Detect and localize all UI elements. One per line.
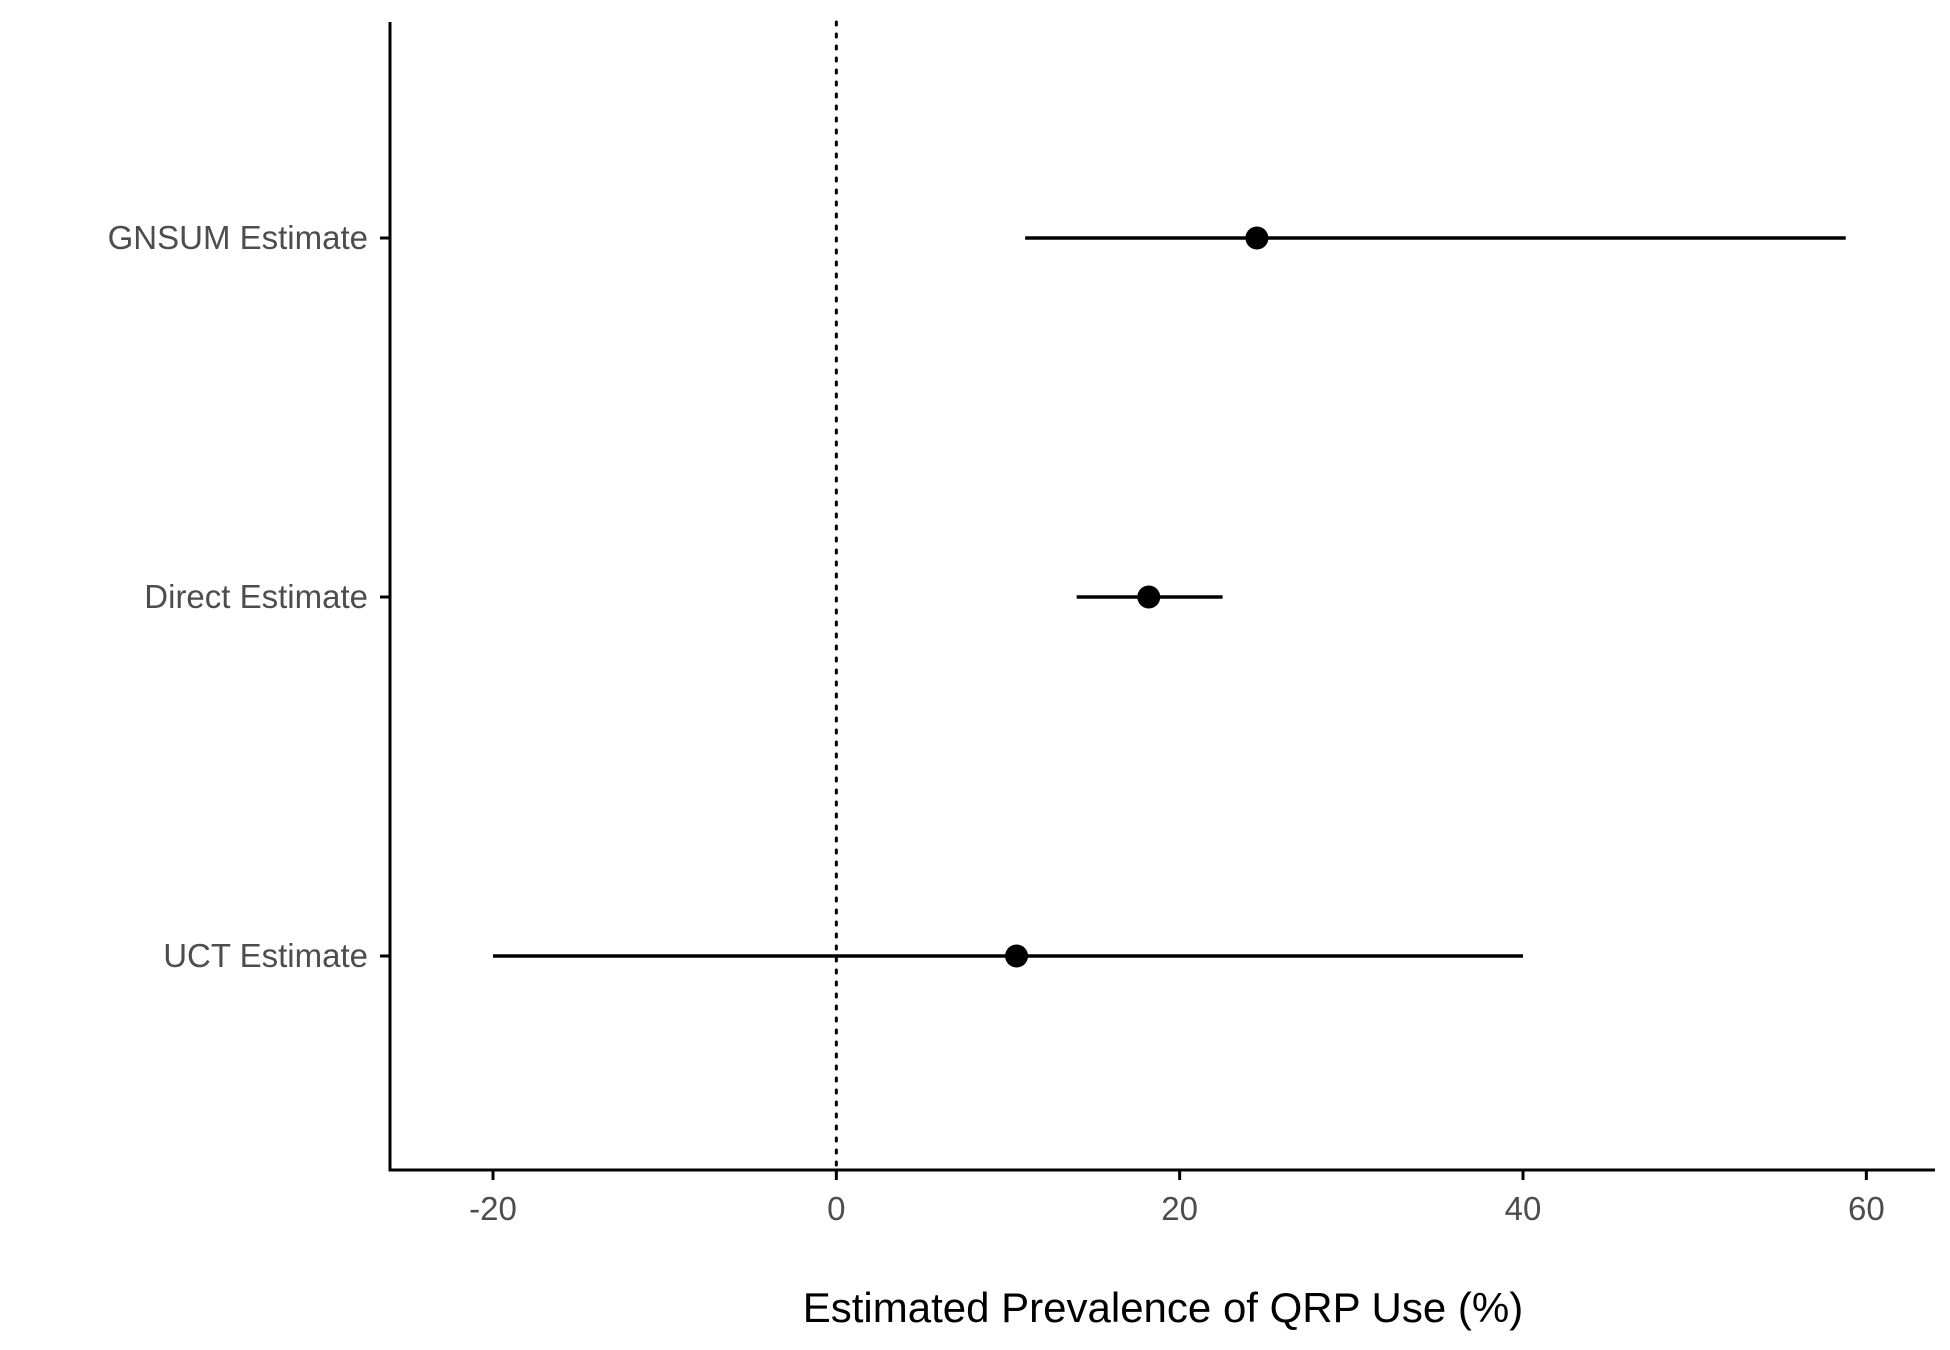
point-estimate-marker <box>1005 944 1029 968</box>
y-tick-label: UCT Estimate <box>163 937 368 974</box>
y-axis: GNSUM Estimate Direct Estimate UCT Estimat… <box>108 22 392 1172</box>
x-tick-label: 40 <box>1505 1190 1542 1227</box>
x-axis: -20 0 20 40 60 <box>388 1168 1935 1227</box>
point-estimate-marker <box>1245 226 1269 250</box>
x-tick-label: 0 <box>827 1190 845 1227</box>
estimates-series <box>493 226 1846 968</box>
x-axis-title: Estimated Prevalence of QRP Use (%) <box>803 1284 1524 1331</box>
x-tick-label: -20 <box>469 1190 517 1227</box>
y-tick-label: GNSUM Estimate <box>108 219 368 256</box>
y-tick-label: Direct Estimate <box>144 578 368 615</box>
point-estimate-marker <box>1137 585 1161 609</box>
x-tick-label: 60 <box>1848 1190 1885 1227</box>
x-tick-label: 20 <box>1161 1190 1198 1227</box>
